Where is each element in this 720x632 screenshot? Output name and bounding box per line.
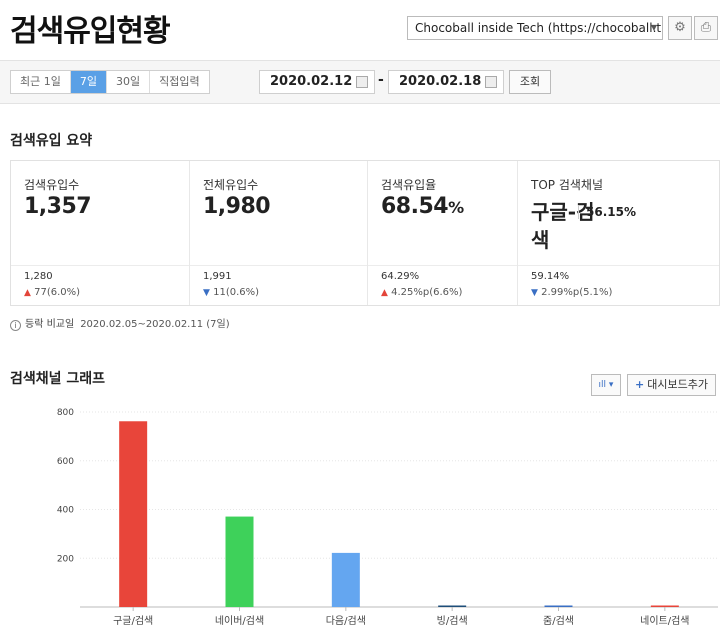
card-delta: ▼ 2.99%p(5.1%): [531, 287, 613, 298]
bar-chart-icon: ıll ▾: [598, 380, 614, 390]
card-delta: ▲ 4.25%p(6.6%): [381, 287, 463, 298]
card-prev-value: 1,280: [24, 271, 53, 282]
period-7days[interactable]: 7일: [70, 71, 107, 93]
chart-type-button[interactable]: ıll ▾: [591, 374, 621, 396]
chart-title: 검색채널 그래프: [10, 371, 106, 387]
bar: [438, 605, 467, 607]
compare-label: 등락 비교일: [25, 319, 75, 330]
summary-card-search-inflow: 검색유입수 1,357 1,280 ▲ 77(6.0%): [11, 161, 190, 305]
card-label: 전체유입수: [203, 178, 259, 192]
calendar-icon[interactable]: [356, 76, 368, 88]
x-tick-label: 줌/검색: [543, 615, 574, 627]
start-date-field[interactable]: 2020.02.12: [259, 70, 375, 94]
y-tick-label: 200: [57, 554, 74, 564]
search-channel-chart: 200 400 600 800 구글/검색 네이버/검색 다음/검색 빙/검색 줌/검색 네이트/…: [57, 408, 718, 627]
gear-icon: ⚙: [674, 20, 686, 35]
card-label: TOP 검색채널: [531, 178, 603, 192]
bar: [331, 552, 360, 607]
x-tick-label: 다음/검색: [326, 615, 366, 627]
card-value: 1,357: [24, 194, 92, 219]
card-label: 검색유입율: [381, 178, 437, 192]
arrow-up-icon: ▲: [381, 288, 388, 298]
bar: [225, 516, 254, 607]
period-selector: 최근 1일 7일 30일 직접입력: [10, 70, 210, 94]
add-dashboard-button[interactable]: + 대시보드추가: [627, 374, 716, 396]
card-label: 검색유입수: [24, 178, 80, 192]
bar: [119, 421, 148, 607]
x-tick-label: 빙/검색: [437, 615, 468, 627]
x-tick-label: 네이트/검색: [640, 615, 689, 627]
y-tick-label: 400: [57, 506, 74, 516]
end-date-value: 2020.02.18: [399, 74, 482, 89]
y-tick-label: 800: [57, 408, 74, 418]
page-title: 검색유입현황: [10, 14, 171, 49]
bar: [544, 605, 573, 607]
top-channel-name: 구글-검색: [531, 200, 595, 252]
calendar-icon[interactable]: [485, 76, 497, 88]
card-delta: ▼ 11(0.6%): [203, 287, 260, 298]
summary-panel: 검색유입수 1,357 1,280 ▲ 77(6.0%) 전체유입수 1,980…: [10, 160, 720, 306]
x-tick-label: 구글/검색: [113, 615, 153, 627]
blog-select-value: Chocoball inside Tech (https://chocoball…: [415, 21, 663, 35]
plus-icon: +: [635, 378, 645, 391]
y-tick-label: 600: [57, 457, 74, 467]
summary-card-total-inflow: 전체유입수 1,980 1,991 ▼ 11(0.6%): [190, 161, 368, 305]
arrow-up-icon: ▲: [24, 288, 31, 298]
bar: [650, 605, 679, 607]
print-icon: ⎙: [700, 20, 712, 35]
card-prev-value: 64.29%: [381, 271, 420, 282]
chevron-down-icon: ▼: [650, 23, 657, 32]
query-button[interactable]: 조회: [509, 70, 551, 94]
arrow-down-icon: ▼: [203, 288, 210, 298]
top-channel-share: 56.15%: [578, 205, 636, 219]
card-prev-value: 1,991: [203, 271, 232, 282]
card-value: 68.54%: [381, 194, 464, 219]
compare-period-note: i 등락 비교일 2020.02.05~2020.02.11 (7일): [10, 315, 230, 331]
compare-range: 2020.02.05~2020.02.11 (7일): [80, 319, 230, 330]
arrow-down-icon: ▼: [531, 288, 538, 298]
blog-select[interactable]: Chocoball inside Tech (https://chocoball…: [407, 16, 663, 40]
print-button[interactable]: ⎙: [694, 16, 718, 40]
start-date-value: 2020.02.12: [270, 74, 353, 89]
period-30days[interactable]: 30일: [107, 71, 151, 93]
x-tick-label: 네이버/검색: [215, 615, 264, 627]
period-custom[interactable]: 직접입력: [159, 75, 200, 88]
summary-title: 검색유입 요약: [10, 133, 93, 149]
card-delta: ▲ 77(6.0%): [24, 287, 81, 298]
info-icon: i: [10, 320, 21, 331]
end-date-field[interactable]: 2020.02.18: [388, 70, 504, 94]
card-prev-value: 59.14%: [531, 271, 570, 282]
summary-card-search-rate: 검색유입율 68.54% 64.29% ▲ 4.25%p(6.6%): [368, 161, 518, 305]
date-separator: -: [378, 72, 384, 88]
card-value: 1,980: [203, 194, 271, 219]
add-dashboard-label: 대시보드추가: [647, 378, 708, 391]
settings-button[interactable]: ⚙: [668, 16, 692, 40]
period-1day[interactable]: 최근 1일: [11, 71, 71, 93]
summary-card-top-channel: TOP 검색채널 구글-검색 56.15% 59.14% ▼ 2.99%p(5.…: [518, 161, 719, 305]
